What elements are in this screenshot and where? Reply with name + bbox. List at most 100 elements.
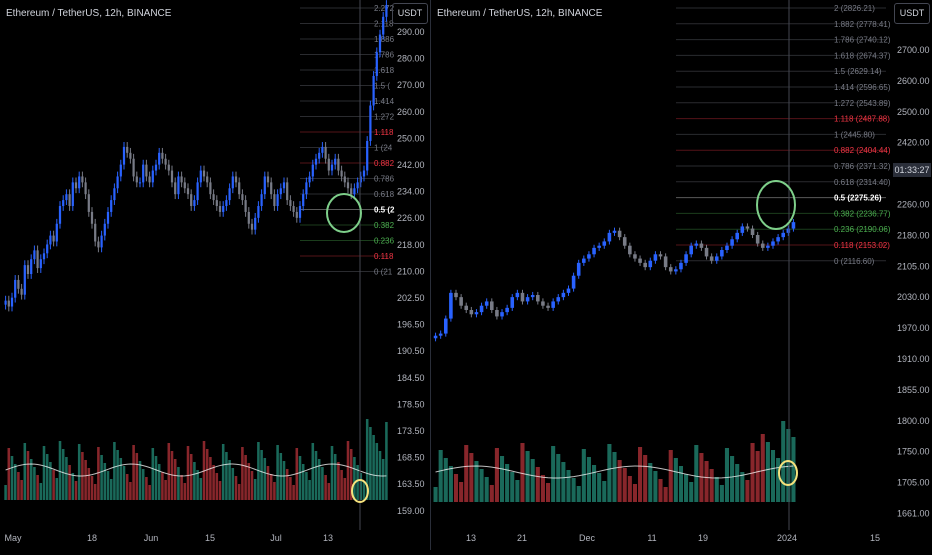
candle-body (694, 243, 699, 246)
candle-body (311, 164, 314, 177)
y-axis-label: 1855.00 (897, 385, 930, 395)
y-axis-label: 202.50 (397, 293, 425, 303)
volume-bar (154, 456, 158, 500)
x-axis-label: Dec (579, 533, 596, 543)
volume-bar (305, 472, 308, 500)
candle-body (612, 230, 617, 233)
volume-bar (221, 444, 225, 500)
volume-bar (632, 484, 637, 502)
candle-body (39, 259, 42, 269)
candle-body (735, 232, 739, 240)
volume-bar (209, 457, 212, 500)
candle-body (730, 239, 734, 246)
candle-body (308, 176, 311, 183)
volume-bar (694, 445, 699, 502)
candle-body (337, 158, 340, 171)
volume-moving-average (435, 465, 794, 479)
volume-bar (730, 456, 735, 502)
candle-body (766, 245, 770, 248)
volume-bar (231, 468, 235, 500)
fib-level-label: 0.382 (374, 221, 395, 230)
candle-body (324, 146, 327, 159)
volume-bar (292, 485, 295, 500)
fib-level-label: 1.118 (2487.88) (834, 115, 890, 124)
volume-bar (148, 485, 151, 500)
fib-level-label: 1.272 (374, 113, 395, 122)
candle-body (103, 223, 106, 236)
candle-body (479, 305, 484, 313)
volume-bar (151, 448, 155, 500)
volume-bar (776, 458, 781, 502)
volume-bar (566, 470, 571, 502)
volume-bar (724, 448, 730, 502)
highlight-circle-volume (351, 479, 369, 503)
volume-bar (581, 449, 586, 502)
volume-bar (530, 459, 535, 502)
candle-body (366, 140, 369, 171)
volume-bar (510, 472, 515, 502)
right-chart-panel[interactable]: 2700.002600.002500.002420.002340.002260.… (431, 0, 932, 550)
volume-bar (324, 475, 327, 500)
y-axis-label: 2700.00 (897, 45, 930, 55)
volume-bar (141, 469, 145, 500)
volume-bar (448, 466, 453, 502)
candle-body (318, 152, 321, 159)
fib-level-label: 1.618 (374, 66, 395, 75)
volume-bar (177, 467, 180, 500)
candle-body (33, 250, 36, 260)
fib-level-label: 2.272 (374, 4, 395, 13)
volume-bar (263, 458, 267, 500)
fib-level-label: 1.5 (2629.14) (834, 67, 882, 76)
volume-bar (551, 446, 556, 502)
fib-level-label: 0.882 (374, 159, 395, 168)
volume-bar (189, 454, 193, 500)
candle-body (668, 267, 673, 272)
candle-body (218, 206, 222, 212)
volume-bar (161, 472, 164, 500)
candle-body (97, 241, 100, 248)
candle-body (65, 194, 68, 201)
x-axis-label: Jun (144, 533, 159, 543)
candle-body (94, 223, 97, 242)
right-currency-badge[interactable]: USDT (894, 3, 930, 24)
volume-bar (49, 462, 52, 500)
volume-bar (42, 446, 46, 500)
volume-bar (459, 482, 464, 502)
candle-body (520, 292, 525, 302)
volume-bar (658, 479, 663, 502)
candle-body (551, 301, 555, 308)
candle-body (385, 5, 388, 17)
candle-body (286, 182, 289, 201)
fib-level-label: 1.118 (374, 128, 394, 137)
volume-bar (138, 461, 142, 500)
y-axis-label: 159.00 (397, 506, 425, 516)
left-chart-panel[interactable]: 290.00 280.00 270.00 260.00 250.00 242.00 234.… (0, 0, 431, 550)
volume-bar (173, 459, 177, 500)
y-axis-label: 178.50 (397, 399, 425, 409)
volume-bar (193, 462, 196, 500)
candle-body (362, 170, 366, 177)
volume-bar (253, 479, 257, 500)
volume-bar (494, 448, 499, 502)
candle-body (330, 164, 334, 171)
x-axis-label: 13 (323, 533, 333, 543)
candle-body (196, 182, 199, 201)
fib-level-label: 1.786 (374, 51, 395, 60)
volume-bar (125, 474, 129, 500)
volume-bar (740, 472, 745, 502)
left-chart-canvas[interactable]: 290.00 280.00 270.00 260.00 250.00 242.00 234.… (0, 0, 430, 550)
fib-level-label: 0.786 (2371.32) (834, 162, 891, 171)
volume-bar (215, 473, 219, 500)
candle-body (7, 300, 10, 307)
right-chart-canvas[interactable]: 2700.002600.002500.002420.002340.002260.… (431, 0, 932, 550)
volume-bar (321, 467, 324, 500)
volume-bar (170, 451, 174, 500)
fib-level-label: 0.382 (2236.77) (834, 209, 891, 218)
fib-level-label: 1.786 (2740.12) (834, 36, 891, 45)
y-axis-label: 270.00 (397, 80, 425, 90)
candle-body (193, 200, 196, 207)
volume-bar (282, 461, 286, 500)
left-currency-badge[interactable]: USDT (392, 3, 428, 24)
fib-level-label: 1.886 (374, 35, 395, 44)
candle-body (648, 260, 653, 268)
